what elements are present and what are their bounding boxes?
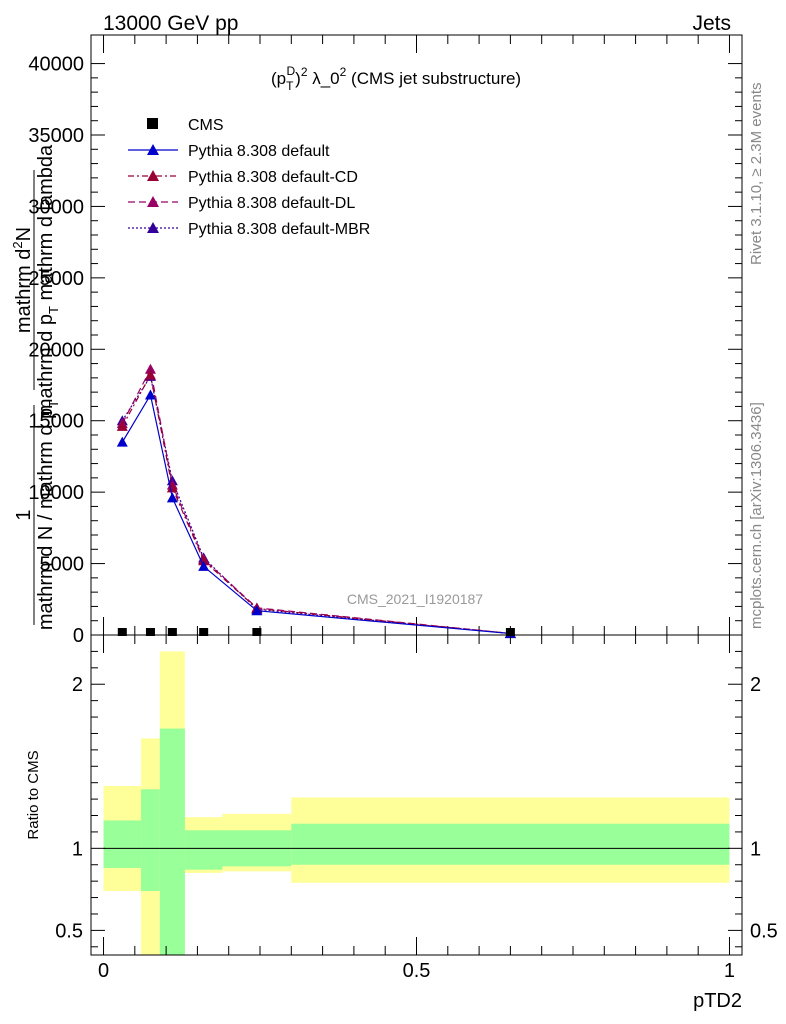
legend-marker-triangle bbox=[147, 170, 159, 181]
y-label-normalisation: mathrm d N / mathrm d pT bbox=[35, 400, 61, 630]
ratio-y-tick-label: 1 bbox=[72, 838, 83, 860]
y-label-norm-sub: T bbox=[46, 400, 61, 408]
ratio-band-green bbox=[291, 823, 730, 865]
x-tick-label: 1 bbox=[724, 960, 735, 982]
series-point-triangle bbox=[144, 389, 156, 400]
ratio-y-tick-label-right: 1 bbox=[750, 838, 761, 860]
series-point-triangle bbox=[144, 363, 156, 374]
y-label-den-sub: T bbox=[46, 306, 61, 314]
series-line bbox=[121, 374, 511, 635]
plot-title-pre: (p bbox=[271, 69, 286, 88]
main-y-tick-label: 40000 bbox=[28, 54, 84, 76]
header-right: Jets bbox=[692, 12, 731, 35]
series-line bbox=[121, 373, 511, 635]
legend-label: Pythia 8.308 default-CD bbox=[188, 169, 358, 186]
main-y-ticks: 0 5000 10000 15000 20000 25000 30000 35000 40000 bbox=[28, 54, 742, 647]
y-label-num-d: mathrm d bbox=[13, 249, 35, 333]
cms-data-point bbox=[167, 628, 177, 636]
series-line bbox=[121, 393, 511, 635]
legend-label: Pythia 8.308 default bbox=[188, 143, 330, 160]
ratio-y-ticks: 0.5 0.5 1 1 2 2 bbox=[55, 650, 778, 948]
ratio-y-tick-label: 0.5 bbox=[55, 920, 83, 942]
cms-data-point bbox=[252, 628, 262, 636]
main-y-tick-label: 0 bbox=[73, 625, 84, 647]
main-y-tick-label: 35000 bbox=[28, 125, 84, 147]
series-point-triangle bbox=[198, 560, 210, 571]
cms-data-point bbox=[199, 628, 209, 636]
ratio-band-green bbox=[184, 830, 223, 870]
plot-title-sup2: 2 bbox=[301, 65, 308, 79]
ratio-x-ticks: 0 0.5 1 bbox=[98, 635, 735, 982]
y-label-den-rest: mathrm d lambda bbox=[35, 144, 57, 306]
y-label-num-n: N bbox=[13, 227, 35, 241]
legend: CMS Pythia 8.308 default Pythia 8.308 defa… bbox=[128, 117, 370, 238]
analysis-watermark: CMS_2021_I1920187 bbox=[347, 591, 483, 607]
series-point-triangle bbox=[144, 369, 156, 380]
legend-label: CMS bbox=[188, 117, 224, 134]
cms-data-point bbox=[117, 628, 127, 636]
x-axis-label: pTD2 bbox=[693, 990, 742, 1012]
ratio-y-tick-label-right: 0.5 bbox=[750, 920, 778, 942]
main-y-tick-label: 5000 bbox=[40, 554, 85, 576]
series-point-triangle bbox=[116, 436, 128, 447]
mcplots-credit-text: mcplots.cern.ch [arXiv:1306.3436] bbox=[748, 402, 765, 629]
y-label-one: 1 bbox=[13, 509, 35, 520]
main-y-tick-label: 15000 bbox=[28, 411, 84, 433]
legend-marker-triangle bbox=[147, 222, 159, 233]
main-y-tick-label: 20000 bbox=[28, 339, 84, 361]
plot-title: (pTD)2 λ_02 (CMS jet substructure) bbox=[271, 64, 521, 93]
series-point-triangle bbox=[198, 555, 210, 566]
plot-title-sup3: 2 bbox=[340, 65, 347, 79]
ratio-panel-frame bbox=[90, 634, 743, 956]
legend-label: Pythia 8.308 default-DL bbox=[188, 195, 355, 212]
header-left: 13000 GeV pp bbox=[103, 12, 238, 35]
legend-label: Pythia 8.308 default-MBR bbox=[188, 221, 370, 238]
legend-marker-cms bbox=[147, 118, 158, 129]
plot-title-sub: T bbox=[286, 79, 294, 93]
plot-title-mid: ) bbox=[295, 69, 301, 88]
main-y-tick-label: 25000 bbox=[28, 268, 84, 290]
series-point-triangle bbox=[251, 605, 263, 616]
y-label-norm-main: mathrm d N / mathrm d p bbox=[35, 408, 57, 630]
x-tick-label: 0 bbox=[98, 960, 109, 982]
plot-title-rest: λ_0 bbox=[308, 69, 340, 88]
main-y-tick-label: 10000 bbox=[28, 482, 84, 504]
y-label-denominator: mathrm d pT mathrm d lambda bbox=[35, 144, 61, 415]
rivet-version-text: Rivet 3.1.10, ≥ 2.3M events bbox=[748, 83, 765, 266]
y-label-numerator: mathrm d2N bbox=[10, 227, 35, 333]
y-axis-label: mathrm d2N mathrm d pT mathrm d lambda 1… bbox=[10, 144, 61, 630]
ratio-band-green bbox=[159, 728, 185, 955]
x-tick-label: 0.5 bbox=[403, 960, 431, 982]
legend-marker-triangle bbox=[147, 196, 159, 207]
cms-data-point bbox=[145, 628, 155, 636]
plot-title-sup1: D bbox=[286, 64, 295, 78]
cms-data-point bbox=[505, 628, 515, 636]
ratio-y-tick-label-right: 2 bbox=[750, 674, 761, 696]
series-point-triangle bbox=[116, 420, 128, 431]
plot-title-post: (CMS jet substructure) bbox=[346, 69, 521, 88]
ratio-y-tick-label: 2 bbox=[72, 674, 83, 696]
legend-marker-triangle bbox=[147, 144, 159, 155]
y-label-num-sup: 2 bbox=[10, 241, 25, 248]
ratio-bands bbox=[103, 651, 730, 955]
main-y-tick-label: 30000 bbox=[28, 196, 84, 218]
y-label-den-p: mathrm d p bbox=[35, 314, 57, 415]
ratio-band-green bbox=[103, 820, 142, 869]
ratio-band-green bbox=[141, 789, 160, 891]
ratio-y-axis-label: Ratio to CMS bbox=[25, 750, 42, 839]
series-point-triangle bbox=[166, 482, 178, 493]
series-point-triangle bbox=[166, 492, 178, 503]
